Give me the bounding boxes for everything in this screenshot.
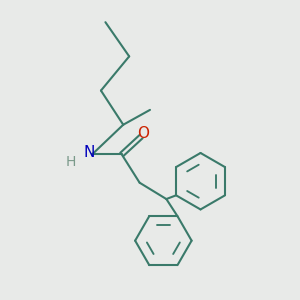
Text: H: H [66, 155, 76, 169]
Text: O: O [137, 126, 149, 141]
Text: N: N [84, 146, 95, 160]
